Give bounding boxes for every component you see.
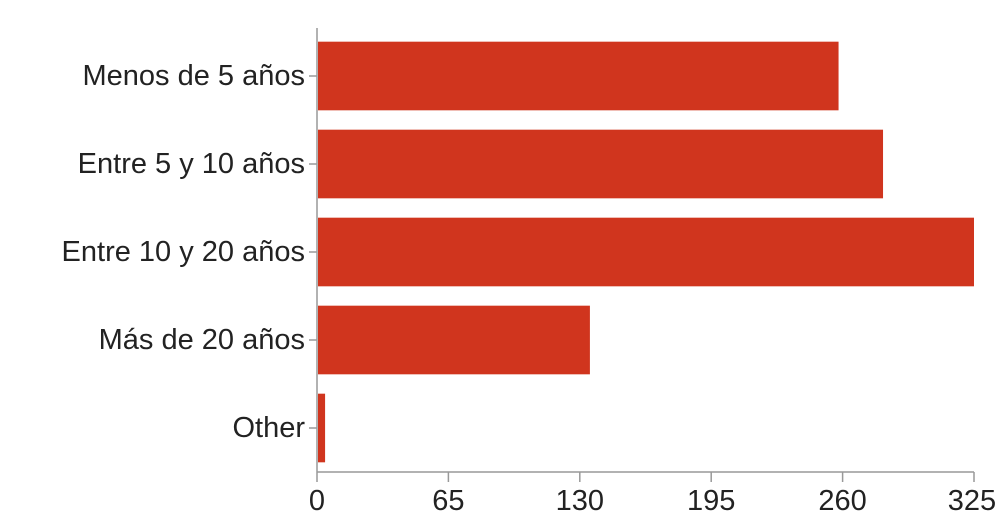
x-tick-label-3: 195 [687,485,735,516]
bar-1 [318,129,884,199]
category-label-3: Más de 20 años [99,324,305,356]
category-label-1: Entre 5 y 10 años [78,148,305,180]
bar-4 [318,393,326,463]
x-tick-label-0: 0 [309,485,325,516]
category-labels: Menos de 5 años Entre 5 y 10 años Entre 10… [62,60,306,444]
bar-0 [318,41,839,111]
x-tick-label-4: 260 [818,485,866,516]
x-tick-label-1: 65 [432,485,464,516]
bar-3 [318,305,590,375]
category-label-0: Menos de 5 años [83,60,305,92]
bars-group [318,41,974,463]
bar-2 [318,217,974,287]
category-label-4: Other [232,412,305,444]
category-label-2: Entre 10 y 20 años [62,236,305,268]
x-tick-label-5: 325 [948,485,996,516]
x-tick-label-2: 130 [556,485,604,516]
tick-labels: 0 65 130 195 260 325 [309,485,996,516]
axes-group [309,28,975,482]
